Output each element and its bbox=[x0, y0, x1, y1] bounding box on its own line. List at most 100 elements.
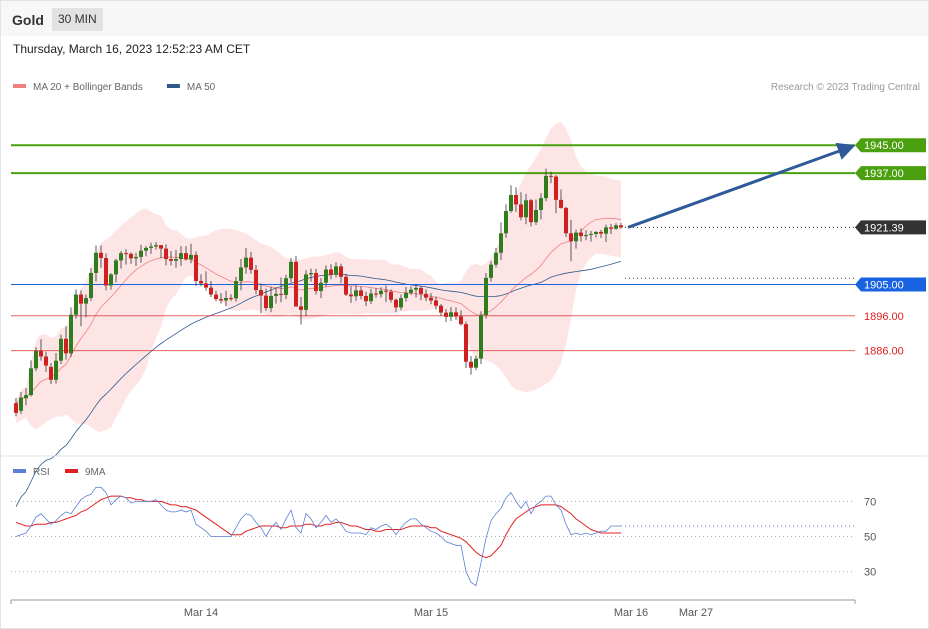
candle-body bbox=[134, 256, 138, 259]
candle-body bbox=[309, 272, 313, 275]
candle-body bbox=[584, 235, 588, 237]
candle-body bbox=[339, 266, 343, 277]
candle-body bbox=[234, 280, 238, 299]
level-label: 1896.00 bbox=[864, 311, 904, 323]
candle-body bbox=[319, 282, 323, 292]
legend-label: RSI bbox=[33, 467, 50, 478]
candle-body bbox=[469, 361, 473, 368]
candle-body bbox=[379, 290, 383, 295]
candle-body bbox=[344, 276, 348, 295]
candle-body bbox=[609, 227, 613, 229]
candle-body bbox=[504, 211, 508, 234]
candle-body bbox=[424, 293, 428, 298]
candle-body bbox=[49, 366, 53, 380]
x-tick-label: Mar 27 bbox=[679, 607, 713, 619]
rsi-line bbox=[15, 486, 621, 587]
candle-body bbox=[534, 209, 538, 223]
rsi-tick-label: 70 bbox=[864, 496, 876, 508]
copyright: Research © 2023 Trading Central bbox=[771, 82, 920, 93]
candle-body bbox=[284, 278, 288, 295]
candle-body bbox=[464, 324, 468, 362]
candle-body bbox=[359, 290, 363, 296]
candle-body bbox=[239, 267, 243, 281]
ma20-line bbox=[15, 217, 622, 404]
candle-body bbox=[34, 350, 38, 369]
candle-body bbox=[399, 298, 403, 308]
x-tick-label: Mar 15 bbox=[414, 607, 448, 619]
timestamp: Thursday, March 16, 2023 12:52:23 AM CET bbox=[13, 42, 251, 56]
candle-body bbox=[454, 312, 458, 317]
candle-body bbox=[109, 274, 113, 286]
candle-body bbox=[589, 233, 593, 236]
candle-body bbox=[419, 287, 423, 294]
candle-body bbox=[84, 298, 88, 304]
candle-body bbox=[349, 294, 353, 297]
candle-body bbox=[514, 195, 518, 205]
level-label: 1937.00 bbox=[864, 168, 904, 180]
candle-body bbox=[54, 360, 58, 380]
candle-body bbox=[549, 175, 553, 177]
candle-body bbox=[149, 246, 153, 248]
timeframe-badge[interactable]: 30 MIN bbox=[52, 8, 103, 31]
x-tick-label: Mar 14 bbox=[184, 607, 218, 619]
rsi-tick-label: 30 bbox=[864, 567, 876, 579]
candle-body bbox=[69, 314, 73, 354]
candle-body bbox=[209, 287, 213, 295]
candle-body bbox=[99, 252, 103, 259]
symbol-title: Gold bbox=[12, 12, 44, 28]
candle-body bbox=[519, 204, 523, 218]
rsi-tick-label: 50 bbox=[864, 532, 876, 544]
candle-body bbox=[449, 312, 453, 317]
x-tick-label: Mar 16 bbox=[614, 607, 648, 619]
candle-body bbox=[374, 293, 378, 295]
candle-body bbox=[489, 264, 493, 278]
candle-body bbox=[524, 200, 528, 218]
level-tag bbox=[855, 277, 926, 292]
candle-body bbox=[154, 245, 158, 247]
legend-swatch bbox=[65, 469, 78, 473]
candle-body bbox=[24, 395, 28, 399]
candle-body bbox=[439, 305, 443, 313]
legend-label: MA 50 bbox=[187, 82, 216, 93]
candle-body bbox=[329, 269, 333, 275]
candle-body bbox=[294, 261, 298, 307]
ma50-line bbox=[15, 261, 622, 507]
rsi-ma9-line bbox=[15, 495, 621, 559]
legend-swatch bbox=[166, 84, 180, 88]
candle-body bbox=[304, 274, 308, 310]
candle-body bbox=[194, 254, 198, 281]
candle-body bbox=[124, 253, 128, 255]
candle-body bbox=[299, 306, 303, 310]
candle-body bbox=[64, 338, 68, 354]
candle-body bbox=[499, 233, 503, 253]
candle-body bbox=[324, 269, 328, 283]
candle-body bbox=[569, 233, 573, 242]
candle-body bbox=[139, 250, 143, 257]
candle-body bbox=[214, 294, 218, 300]
top-bar: Gold 30 MIN bbox=[1, 1, 928, 36]
forecast-arrow bbox=[627, 142, 856, 229]
candle-body bbox=[354, 290, 358, 297]
candle-body bbox=[259, 290, 263, 296]
candle-body bbox=[619, 225, 623, 228]
candle-body bbox=[279, 293, 283, 295]
level-label: 1886.00 bbox=[864, 346, 904, 358]
level-label: 1945.00 bbox=[864, 140, 904, 152]
candle-body bbox=[19, 397, 23, 411]
candle-body bbox=[314, 272, 318, 292]
candle-body bbox=[204, 283, 208, 288]
candle-body bbox=[89, 272, 93, 299]
candle-body bbox=[614, 225, 618, 229]
level-tag bbox=[855, 166, 926, 181]
level-label: 1905.00 bbox=[864, 279, 904, 291]
candle-body bbox=[409, 289, 413, 293]
candle-body bbox=[564, 207, 568, 234]
candle-body bbox=[169, 259, 173, 261]
legend-swatch bbox=[13, 84, 26, 88]
candle-body bbox=[264, 295, 268, 309]
candle-body bbox=[189, 254, 193, 260]
candle-body bbox=[179, 253, 183, 260]
candle-body bbox=[114, 260, 118, 275]
candle-body bbox=[59, 338, 63, 361]
candle-body bbox=[509, 195, 513, 212]
